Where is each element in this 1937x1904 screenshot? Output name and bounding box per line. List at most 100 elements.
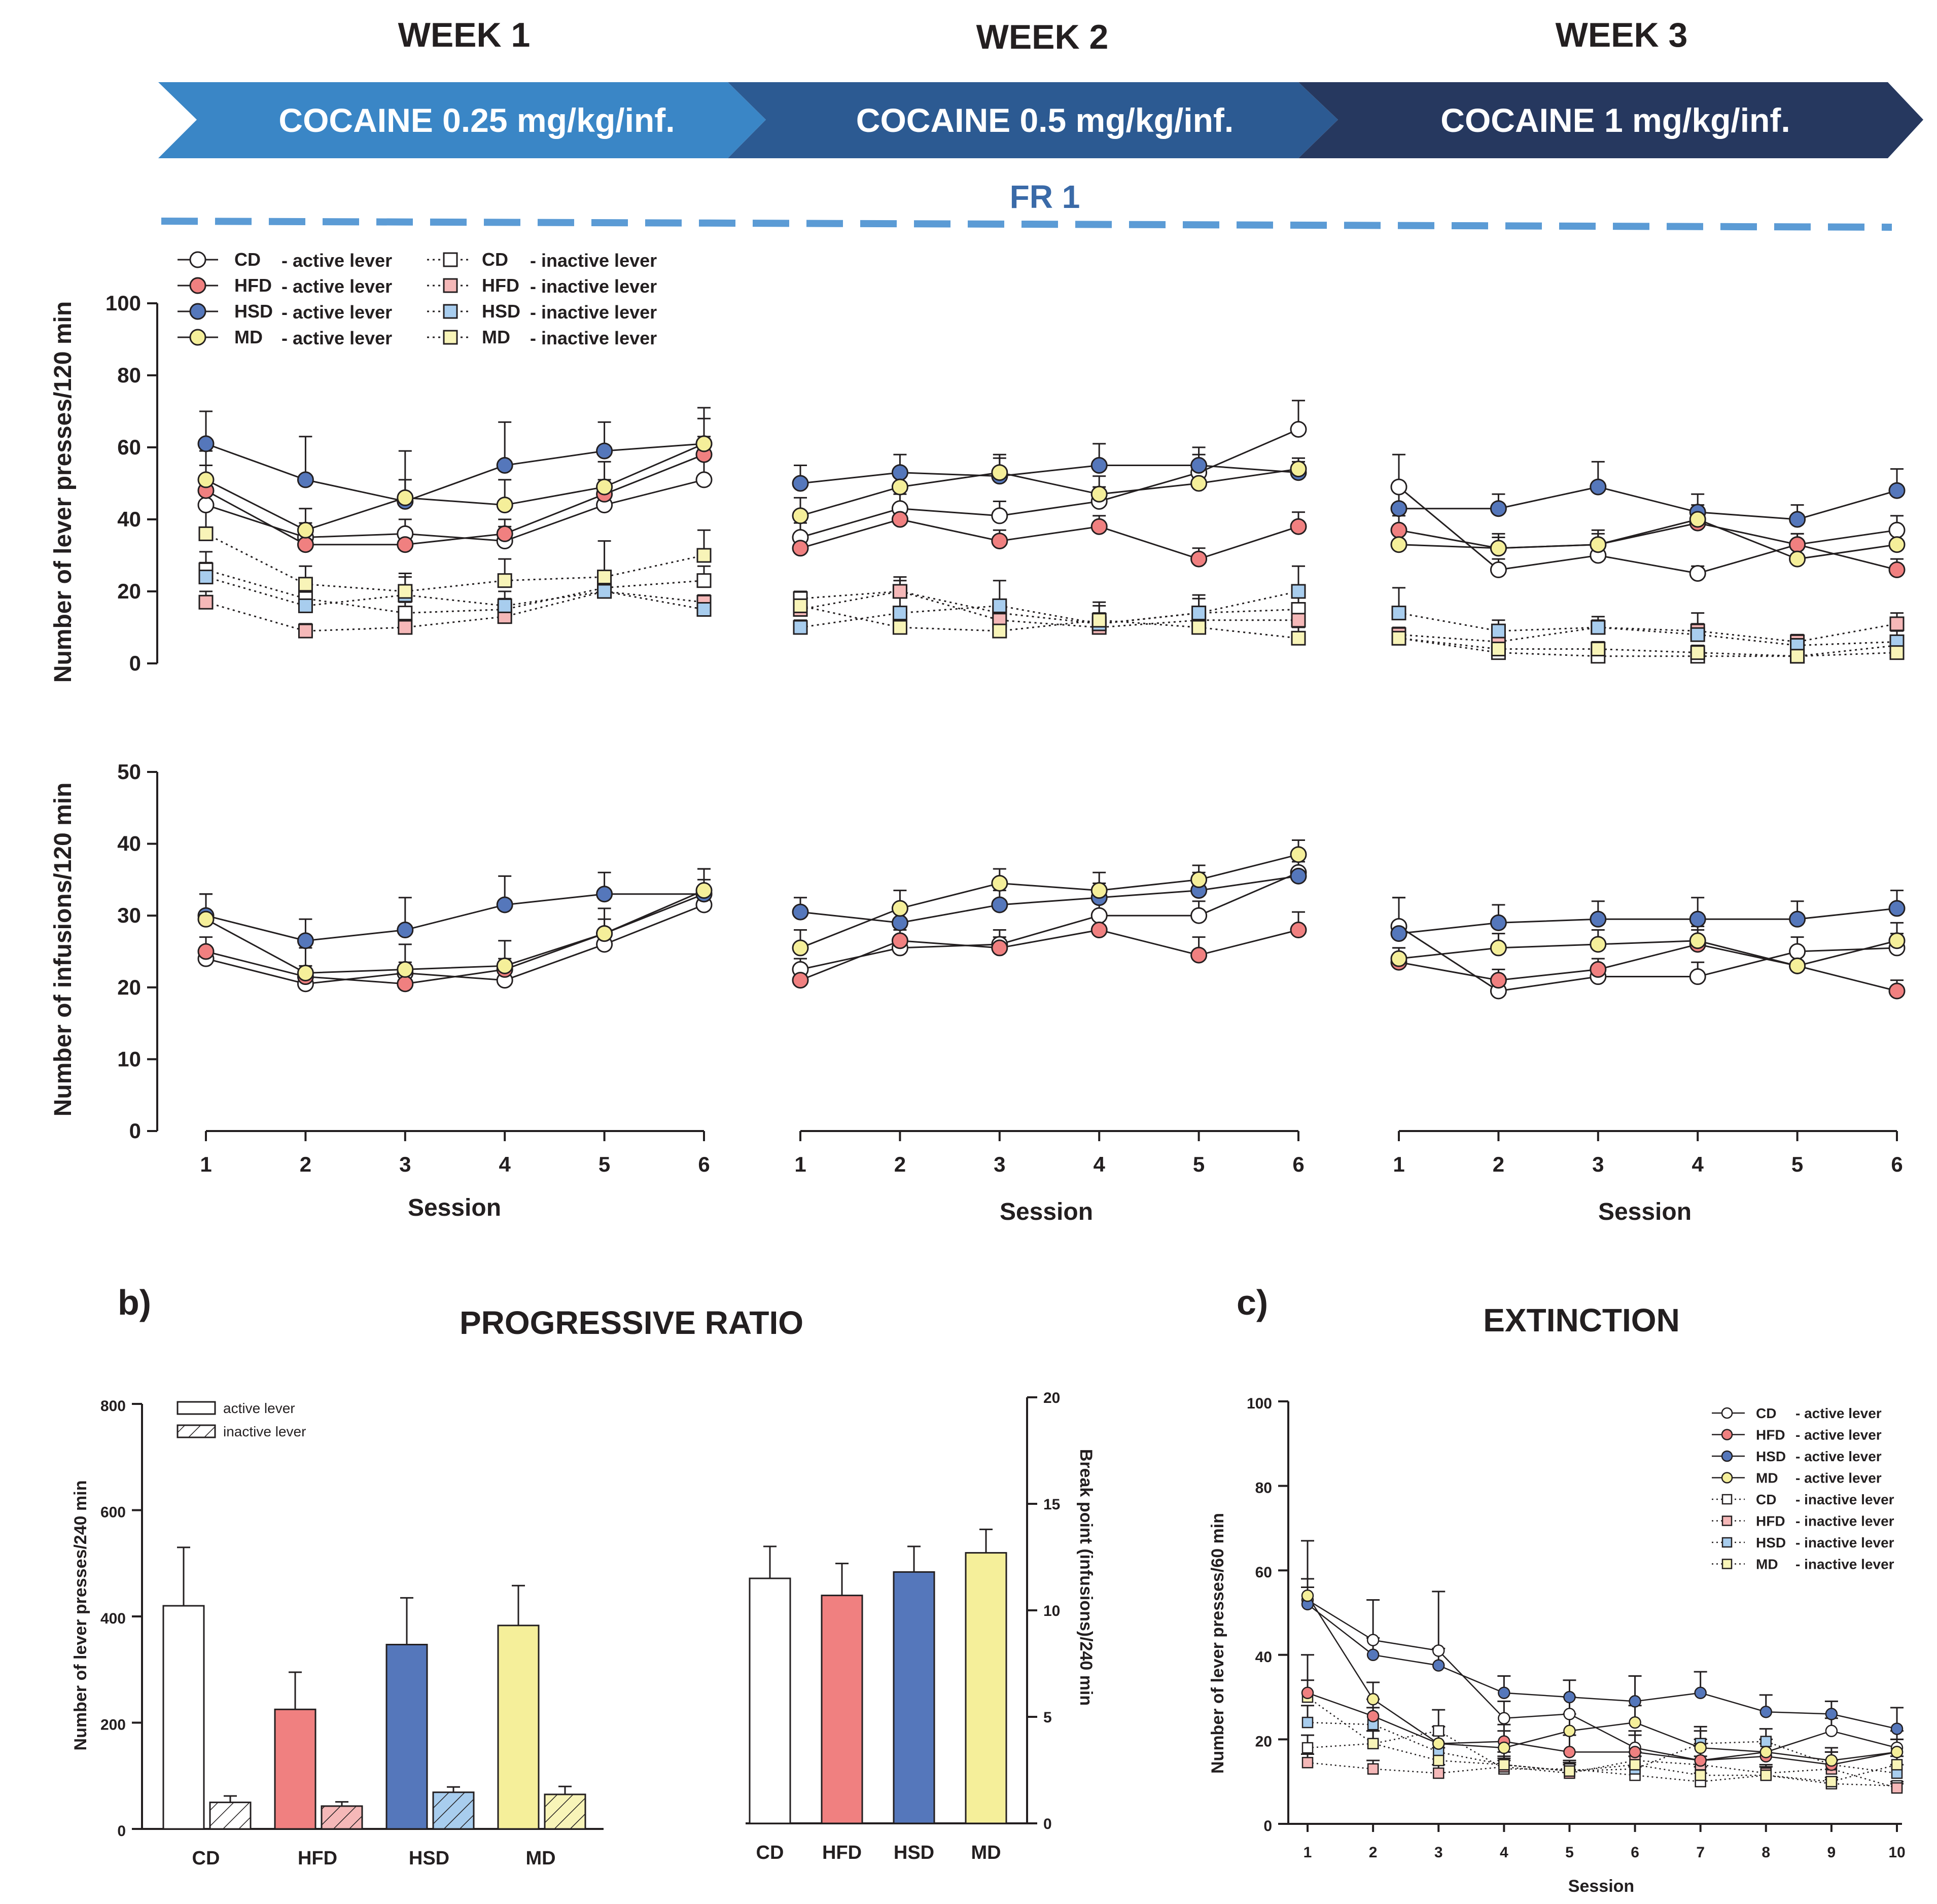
infusions-week1 [197,868,713,993]
week2-x-tick-label: 3 [994,1152,1005,1176]
ext-legend-active-group-CD: CD [1756,1405,1776,1421]
ext-legend-inactive-group-HFD: HFD [1756,1513,1785,1529]
active-line-HFD [1398,522,1897,571]
inactive-point-HFD [198,594,214,610]
active-point-HFD [397,536,414,553]
extinction-y-tick-label: 20 [1255,1733,1272,1750]
infusion-point-HSD [596,886,613,903]
infusion-point-MD [496,957,513,974]
ext-inactive-point-MD [1564,1765,1575,1777]
active-point-HFD [891,511,908,528]
inactive-point-MD [793,598,808,613]
inactive-point-HFD [1889,616,1905,631]
ext-legend-inactive-label-HSD: - inactive lever [1795,1535,1894,1550]
infusions-y-tick-label: 40 [117,832,141,856]
active-point-MD [197,471,215,488]
ext-legend-active-label-HSD: - active lever [1795,1449,1882,1464]
active-point-CD [1390,478,1407,496]
infusion-line-MD [800,854,1299,949]
inactive-point-HFD [892,584,907,599]
break-point-y-tick-label: 10 [1043,1603,1060,1619]
extinction-x-tick-label: 6 [1631,1844,1639,1861]
ext-active-line-CD [1307,1599,1897,1761]
infusion-point-HSD [792,903,809,921]
infusions-plot [197,839,1906,1000]
ext-legend-inactive-marker-HSD [1721,1537,1733,1548]
active-point-CD [1290,421,1307,438]
infusion-point-HFD [891,932,908,949]
infusion-point-HSD [297,932,314,949]
infusion-point-HFD [792,972,809,989]
ext-inactive-point-HFD [1367,1763,1379,1775]
inactive-point-MD [696,548,712,563]
infusion-line-HFD [1398,943,1897,992]
pr-legend-active-label: active lever [223,1400,295,1416]
lever-presses-y-tick-label: 0 [129,651,141,675]
ext-active-point-MD [1629,1716,1641,1729]
active-point-CD [695,471,713,488]
infusion-point-MD [891,900,908,917]
panel-b-label: b) [118,1283,151,1322]
extinction-xlabel: Session [1568,1877,1634,1896]
lever-week2 [792,400,1307,646]
infusions-x-axis: 1 2 3 4 5 6 1 2 3 4 5 6 1 2 3 4 5 6 [200,1130,1903,1176]
infusions-week2 [792,839,1307,989]
ext-active-point-MD [1563,1724,1576,1737]
active-point-HSD [1888,482,1906,499]
active-point-HFD [1390,521,1407,539]
infusion-point-MD [792,939,809,957]
inactive-point-HSD [892,606,907,621]
extinction-y-tick-label: 80 [1255,1480,1272,1497]
active-point-HFD [297,536,314,553]
week3-x-tick-label: 5 [1791,1152,1803,1176]
bp-bar-CD [749,1577,791,1824]
legend-inactive-label-HFD: - inactive lever [530,276,657,297]
ext-inactive-point-HSD [1301,1716,1314,1729]
active-point-MD [792,507,809,524]
active-point-HSD [1789,511,1806,528]
infusions-y-tick-label: 0 [129,1119,141,1143]
active-point-HFD [991,533,1008,550]
active-point-HSD [891,464,908,481]
lever-presses-plot [197,400,1906,664]
extinction-plot [1301,1540,1904,1794]
ext-legend-inactive-marker-CD [1721,1494,1733,1505]
week2-x-tick-label: 5 [1193,1152,1205,1176]
inactive-point-MD [992,623,1007,639]
week3-x-tick-label: 1 [1393,1152,1404,1176]
inactive-point-MD [198,526,214,541]
pr-category-label-MD: MD [525,1848,555,1869]
active-line-HSD [205,443,705,503]
ext-legend-inactive-marker-HFD [1721,1515,1733,1526]
progressive-ratio-panel: b) PROGRESSIVE RATIO Number of lever pre… [71,1283,1096,1869]
ext-legend-active-marker-CD [1721,1407,1733,1419]
legend-inactive-marker-CD [443,252,458,267]
ext-active-point-HFD [1629,1746,1641,1758]
infusion-point-MD [1390,950,1407,967]
active-point-CD [197,497,215,514]
infusions-y-tick-label: 50 [117,760,141,784]
active-line-CD [1398,486,1897,575]
legend-active-label-CD: - active lever [281,250,392,271]
week2-x-tick-label: 1 [794,1152,806,1176]
ext-inactive-point-HFD [1301,1756,1314,1769]
active-point-CD [991,507,1008,524]
legend-inactive-label-CD: - inactive lever [530,250,657,271]
week3-x-tick-label: 6 [1891,1152,1903,1176]
bp-bar-MD [965,1552,1007,1824]
break-point-y-tick-label: 15 [1043,1496,1060,1513]
extinction-y-tick-label: 0 [1263,1818,1272,1835]
active-point-HSD [1590,478,1607,496]
infusion-line-HSD [800,875,1299,924]
infusion-point-HSD [496,896,513,913]
active-line-HSD [800,465,1299,484]
banner-week3-text: COCAINE 1 mg/kg/inf. [1440,101,1790,139]
active-line-MD [800,468,1299,517]
legend-inactive-marker-HFD [443,278,458,293]
week1-x-tick-label: 6 [698,1152,710,1176]
bp-category-label-CD: CD [756,1842,784,1863]
infusions-y-tick-label: 20 [117,975,141,999]
infusion-point-HSD [1390,925,1407,942]
inactive-point-HSD [1191,606,1207,621]
